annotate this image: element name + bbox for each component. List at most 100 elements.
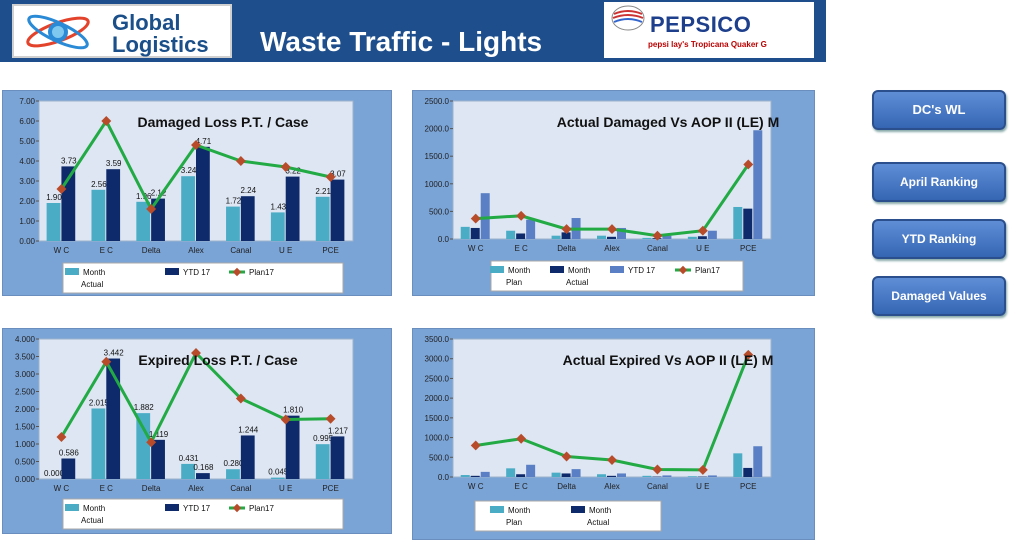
bar-ytd-17	[151, 439, 165, 479]
legend-label: Month	[508, 506, 530, 515]
bar-month-plan	[642, 475, 652, 477]
bar-month-actual	[470, 475, 480, 477]
legend-swatch	[571, 506, 585, 513]
data-label: 0.995	[313, 434, 334, 443]
april-ranking-button[interactable]: April Ranking	[872, 162, 1006, 202]
legend-label: Month	[83, 268, 105, 277]
legend-box	[474, 500, 662, 532]
y-tick-label: 500.0	[429, 207, 450, 216]
data-label: 2.12	[151, 189, 167, 198]
legend-label-line2: Actual	[81, 280, 103, 289]
x-tick-label: Delta	[142, 484, 161, 493]
data-label: 0.431	[179, 454, 200, 463]
plot-area	[452, 338, 772, 478]
bar-month-actual	[561, 473, 571, 477]
bar-month-actual	[607, 236, 616, 239]
bar-month-actual	[91, 408, 106, 479]
y-tick-label: 0.500	[15, 458, 36, 467]
bar-ytd-17	[285, 176, 300, 241]
legend-swatch-marker	[232, 267, 242, 277]
bar-month-actual	[561, 232, 571, 239]
x-tick-label: Canal	[230, 246, 251, 255]
bar-month-actual	[91, 189, 106, 241]
x-tick-label: Delta	[557, 244, 576, 253]
bar-month-actual	[607, 475, 616, 477]
y-tick-label: 2.00	[19, 197, 35, 206]
header-bar: Global Logistics Waste Traffic - Lights …	[0, 0, 826, 62]
plan-marker	[235, 156, 246, 166]
x-tick-label: PCE	[740, 482, 756, 491]
bar-month-plan	[460, 475, 470, 477]
y-tick-label: 3000.0	[425, 355, 450, 364]
bar-month-plan	[506, 468, 516, 477]
y-tick-label: 2.000	[15, 405, 36, 414]
dcs-wl-button[interactable]: DC's WL	[872, 90, 1006, 130]
data-label: 3.73	[61, 156, 77, 165]
bar-ytd	[480, 471, 490, 477]
bar-month-actual	[46, 203, 61, 241]
pepsico-wordmark: PEPSICO	[650, 12, 752, 37]
bar-ytd-17	[61, 458, 76, 479]
y-tick-label: 1.000	[15, 440, 36, 449]
bar-ytd	[526, 464, 536, 477]
damaged-values-button[interactable]: Damaged Values	[872, 276, 1006, 316]
plot-area	[38, 338, 354, 480]
y-tick-label: 2500.0	[425, 374, 450, 383]
pepsico-logo: PEPSICO pepsi lay's Tropicana Quaker G	[604, 2, 814, 58]
plan-marker	[146, 204, 157, 214]
bar-month-plan	[460, 226, 470, 239]
legend-label: Month	[83, 504, 105, 513]
bar-month-actual	[226, 469, 240, 479]
x-tick-label: Canal	[647, 244, 668, 253]
y-tick-label: 6.00	[19, 117, 35, 126]
bar-ytd-17	[526, 219, 536, 239]
legend-swatch	[165, 504, 179, 511]
x-tick-label: U E	[696, 244, 709, 253]
bar-month-actual	[315, 444, 330, 479]
chart-title: Actual Expired Vs AOP II (LE) M	[563, 352, 774, 368]
legend-label: Plan17	[695, 266, 720, 275]
data-label: 3.22	[285, 167, 301, 176]
legend-swatch	[65, 268, 79, 275]
bar-ytd-17	[106, 358, 121, 479]
x-tick-label: PCE	[740, 244, 756, 253]
bar-ytd-17	[707, 230, 717, 239]
bar-month-plan	[687, 476, 697, 477]
bar-month-actual	[470, 227, 480, 239]
legend-label: Month	[508, 266, 530, 275]
bar-ytd-17	[330, 436, 345, 479]
y-tick-label: 2000.0	[425, 394, 450, 403]
bar-ytd-17	[330, 179, 345, 241]
bar-month-actual	[136, 201, 151, 241]
y-tick-label: 1.500	[15, 423, 36, 432]
y-tick-label: 4.00	[19, 157, 35, 166]
y-tick-label: 1000.0	[425, 434, 450, 443]
bar-month-actual	[181, 176, 195, 241]
y-tick-label: 3500.0	[425, 335, 450, 344]
data-label: 0.280	[223, 459, 244, 468]
legend-label: Plan17	[249, 268, 274, 277]
y-tick-label: 1000.0	[425, 180, 450, 189]
x-tick-label: W C	[468, 482, 484, 491]
data-label: 1.119	[149, 430, 169, 439]
chart-panel-actual-damaged: 0.0 500.0 1000.0 1500.0 2000.0 2500.0 W C E C De…	[412, 90, 815, 296]
legend-label: Month	[589, 506, 611, 515]
y-tick-label: 3.000	[15, 370, 36, 379]
legend-label: YTD 17	[628, 266, 656, 275]
chart-panel-actual-expired: 0.0 500.0 1000.0 1500.0 2000.0 2500.0 3000.0 35…	[412, 328, 815, 540]
plan-marker	[743, 159, 754, 170]
ytd-ranking-button[interactable]: YTD Ranking	[872, 219, 1006, 259]
bar-ytd	[707, 475, 717, 477]
plan-marker	[146, 437, 157, 448]
y-tick-label: 2500.0	[425, 97, 450, 106]
plan-marker	[235, 393, 246, 404]
actual-expired-chart: 0.0 500.0 1000.0 1500.0 2000.0 2500.0 3000.0 35…	[425, 335, 774, 532]
x-tick-label: W C	[54, 484, 70, 493]
legend-label-line2: Actual	[81, 516, 103, 525]
bar-ytd	[753, 446, 763, 477]
bar-month-actual	[270, 212, 285, 241]
data-label: 0.000	[44, 469, 65, 478]
legend-swatch	[490, 506, 504, 513]
x-tick-label: PCE	[322, 246, 338, 255]
bar-month-plan	[506, 230, 516, 239]
